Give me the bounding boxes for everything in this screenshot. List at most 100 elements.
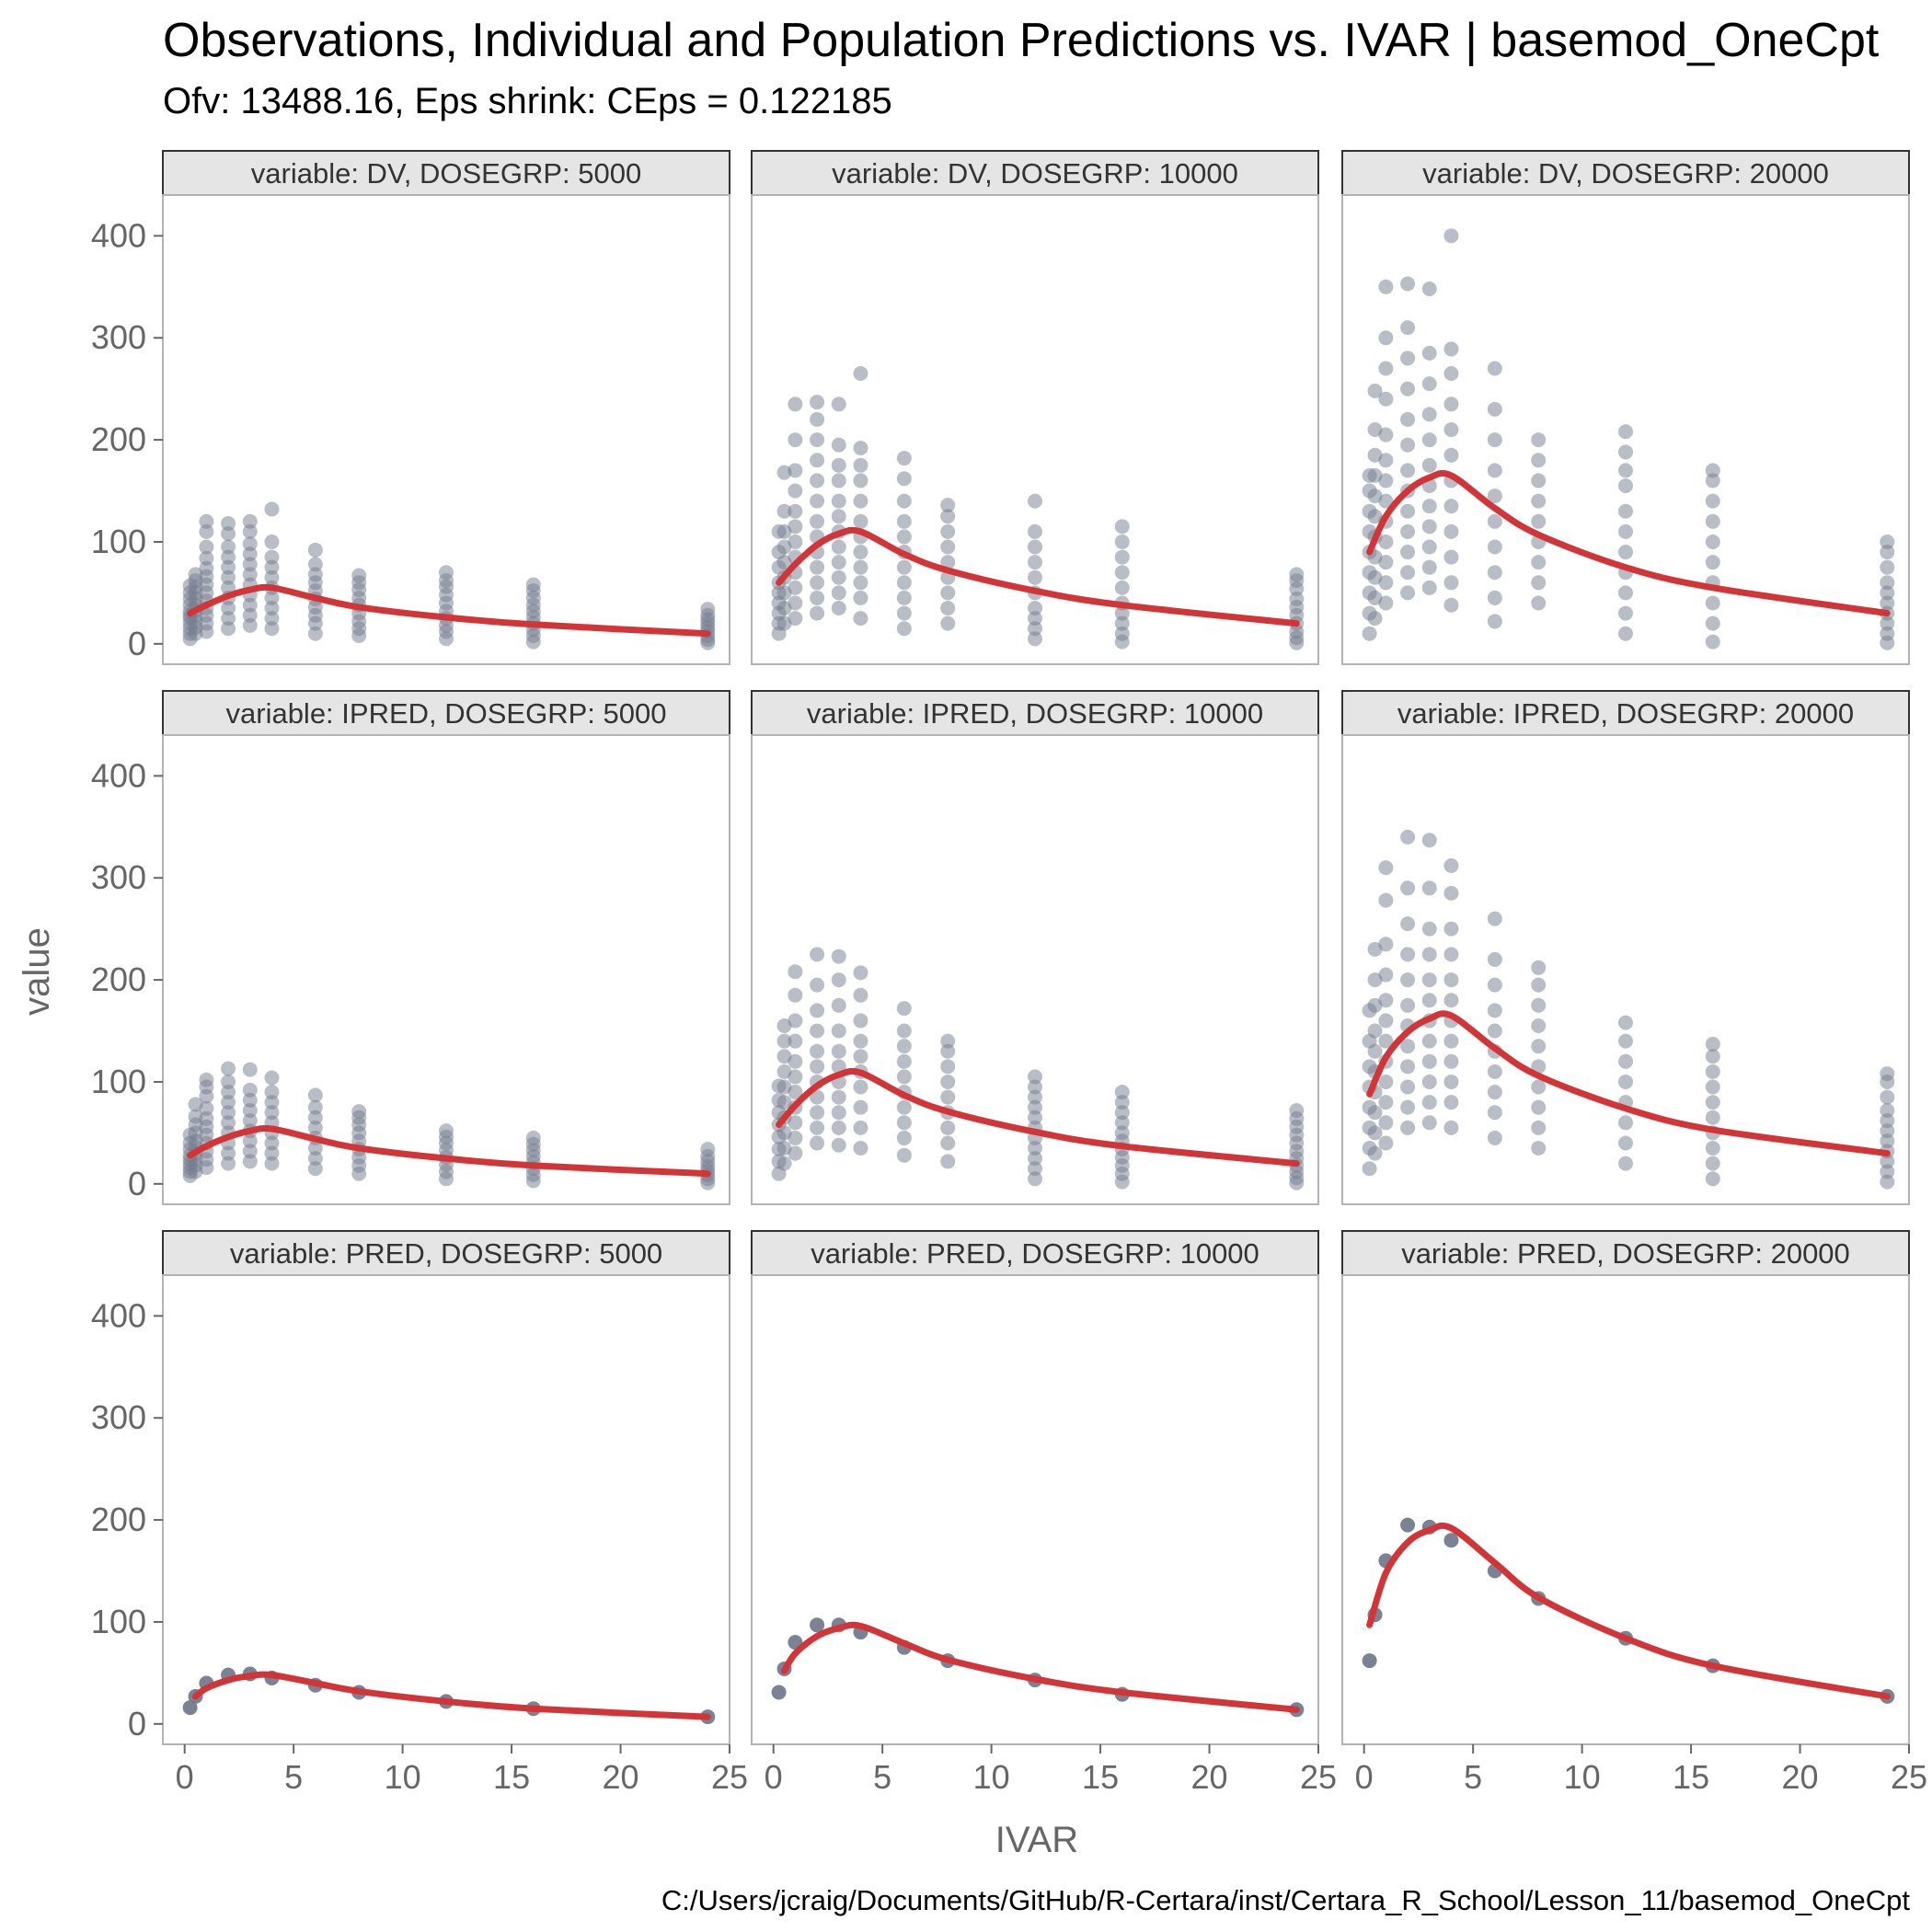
data-point xyxy=(1531,493,1547,509)
data-point xyxy=(1421,376,1437,392)
data-point xyxy=(788,1053,803,1069)
data-point xyxy=(1028,539,1042,555)
x-tick-label: 25 xyxy=(711,1758,748,1796)
data-point xyxy=(1487,432,1502,448)
data-point xyxy=(810,1120,825,1135)
data-point xyxy=(1367,1145,1383,1161)
data-point xyxy=(221,526,236,542)
data-point xyxy=(1487,1085,1502,1100)
data-point xyxy=(221,601,236,616)
data-point xyxy=(831,1043,846,1059)
data-point xyxy=(264,1105,280,1121)
data-point xyxy=(831,569,846,585)
data-point xyxy=(221,569,236,585)
data-point xyxy=(771,1685,787,1700)
data-point xyxy=(1531,432,1547,448)
data-point xyxy=(1378,993,1394,1008)
data-point xyxy=(307,1110,323,1125)
data-point xyxy=(1531,1141,1547,1156)
data-point xyxy=(1421,519,1437,535)
panel-border xyxy=(162,194,730,665)
data-point xyxy=(896,1130,912,1145)
data-point xyxy=(831,1105,846,1121)
data-point xyxy=(896,1115,912,1131)
data-point xyxy=(940,555,956,570)
data-point xyxy=(307,567,323,582)
data-point xyxy=(242,1113,258,1129)
data-point xyxy=(1114,626,1130,641)
data-point xyxy=(853,590,868,605)
data-point xyxy=(1421,880,1437,896)
y-tick-label: 200 xyxy=(91,960,146,998)
data-point xyxy=(1421,457,1437,473)
data-point xyxy=(1028,1161,1042,1177)
data-point xyxy=(221,1085,236,1100)
data-point xyxy=(788,432,803,448)
strip-background xyxy=(1341,690,1910,736)
data-point xyxy=(264,611,280,627)
data-point xyxy=(1028,523,1042,539)
data-point xyxy=(525,1130,541,1145)
data-point xyxy=(264,1145,280,1161)
data-point xyxy=(1880,1154,1895,1169)
x-tick-label: 10 xyxy=(1564,1758,1601,1796)
data-point xyxy=(1114,549,1130,565)
data-point xyxy=(1421,921,1437,937)
data-point xyxy=(810,513,825,529)
data-point xyxy=(1531,453,1547,468)
data-point xyxy=(1618,523,1633,539)
data-point xyxy=(439,565,454,581)
data-point xyxy=(810,1135,825,1151)
data-point xyxy=(1531,513,1547,529)
data-point xyxy=(1487,911,1502,926)
data-point xyxy=(1618,585,1633,601)
data-point xyxy=(810,432,825,448)
data-point xyxy=(1400,320,1416,336)
data-point xyxy=(351,1104,367,1120)
data-point xyxy=(264,601,280,616)
data-point xyxy=(810,947,825,962)
data-point xyxy=(1378,493,1394,509)
data-point xyxy=(307,626,323,641)
data-point xyxy=(831,493,846,509)
data-point xyxy=(1618,444,1633,460)
facet-panel: variable: PRED, DOSEGRP: 10000 0 5 10 15 20 25 xyxy=(751,1230,1337,1796)
data-point xyxy=(1487,489,1502,504)
panel-border xyxy=(751,1274,1319,1745)
data-point xyxy=(1378,937,1394,952)
data-point xyxy=(1443,857,1459,873)
data-point xyxy=(1443,523,1459,539)
smooth-line xyxy=(1366,1010,1891,1157)
data-point xyxy=(853,559,868,575)
data-point xyxy=(1880,1103,1895,1118)
data-point xyxy=(1705,1141,1720,1156)
data-point xyxy=(307,557,323,572)
data-point xyxy=(810,1003,825,1018)
x-tick-label: 25 xyxy=(1300,1758,1337,1796)
data-point xyxy=(221,1156,236,1171)
data-point xyxy=(1378,330,1394,346)
data-point xyxy=(1443,921,1459,937)
data-point xyxy=(1531,960,1547,975)
data-point xyxy=(242,597,258,613)
data-point xyxy=(264,534,280,549)
data-point xyxy=(1618,1053,1633,1069)
data-point xyxy=(1421,1095,1437,1110)
data-point xyxy=(307,1161,323,1177)
data-point xyxy=(1487,361,1502,376)
y-tick-label: 400 xyxy=(91,216,146,254)
data-point xyxy=(1421,432,1437,448)
data-point xyxy=(1378,892,1394,908)
data-point xyxy=(1367,1105,1383,1121)
y-tick-label: 100 xyxy=(91,1603,146,1640)
facet-panel: variable: PRED, DOSEGRP: 20000 0 5 10 15 20 25 xyxy=(1341,1230,1927,1796)
data-point xyxy=(940,585,956,601)
data-point xyxy=(1028,1151,1042,1167)
data-point xyxy=(810,493,825,509)
x-tick-label: 10 xyxy=(973,1758,1010,1796)
data-point xyxy=(810,1023,825,1039)
data-point xyxy=(1028,493,1042,509)
data-point xyxy=(810,395,825,410)
